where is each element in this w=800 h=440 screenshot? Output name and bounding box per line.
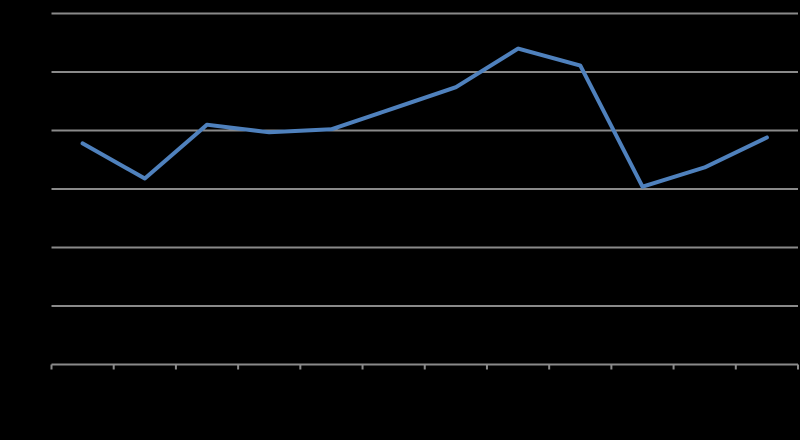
y-gridlines [51, 12, 798, 307]
x-axis [50, 363, 799, 370]
series-line [80, 46, 769, 189]
